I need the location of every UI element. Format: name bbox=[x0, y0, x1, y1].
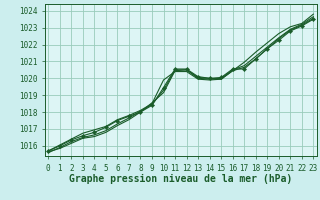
X-axis label: Graphe pression niveau de la mer (hPa): Graphe pression niveau de la mer (hPa) bbox=[69, 174, 292, 184]
